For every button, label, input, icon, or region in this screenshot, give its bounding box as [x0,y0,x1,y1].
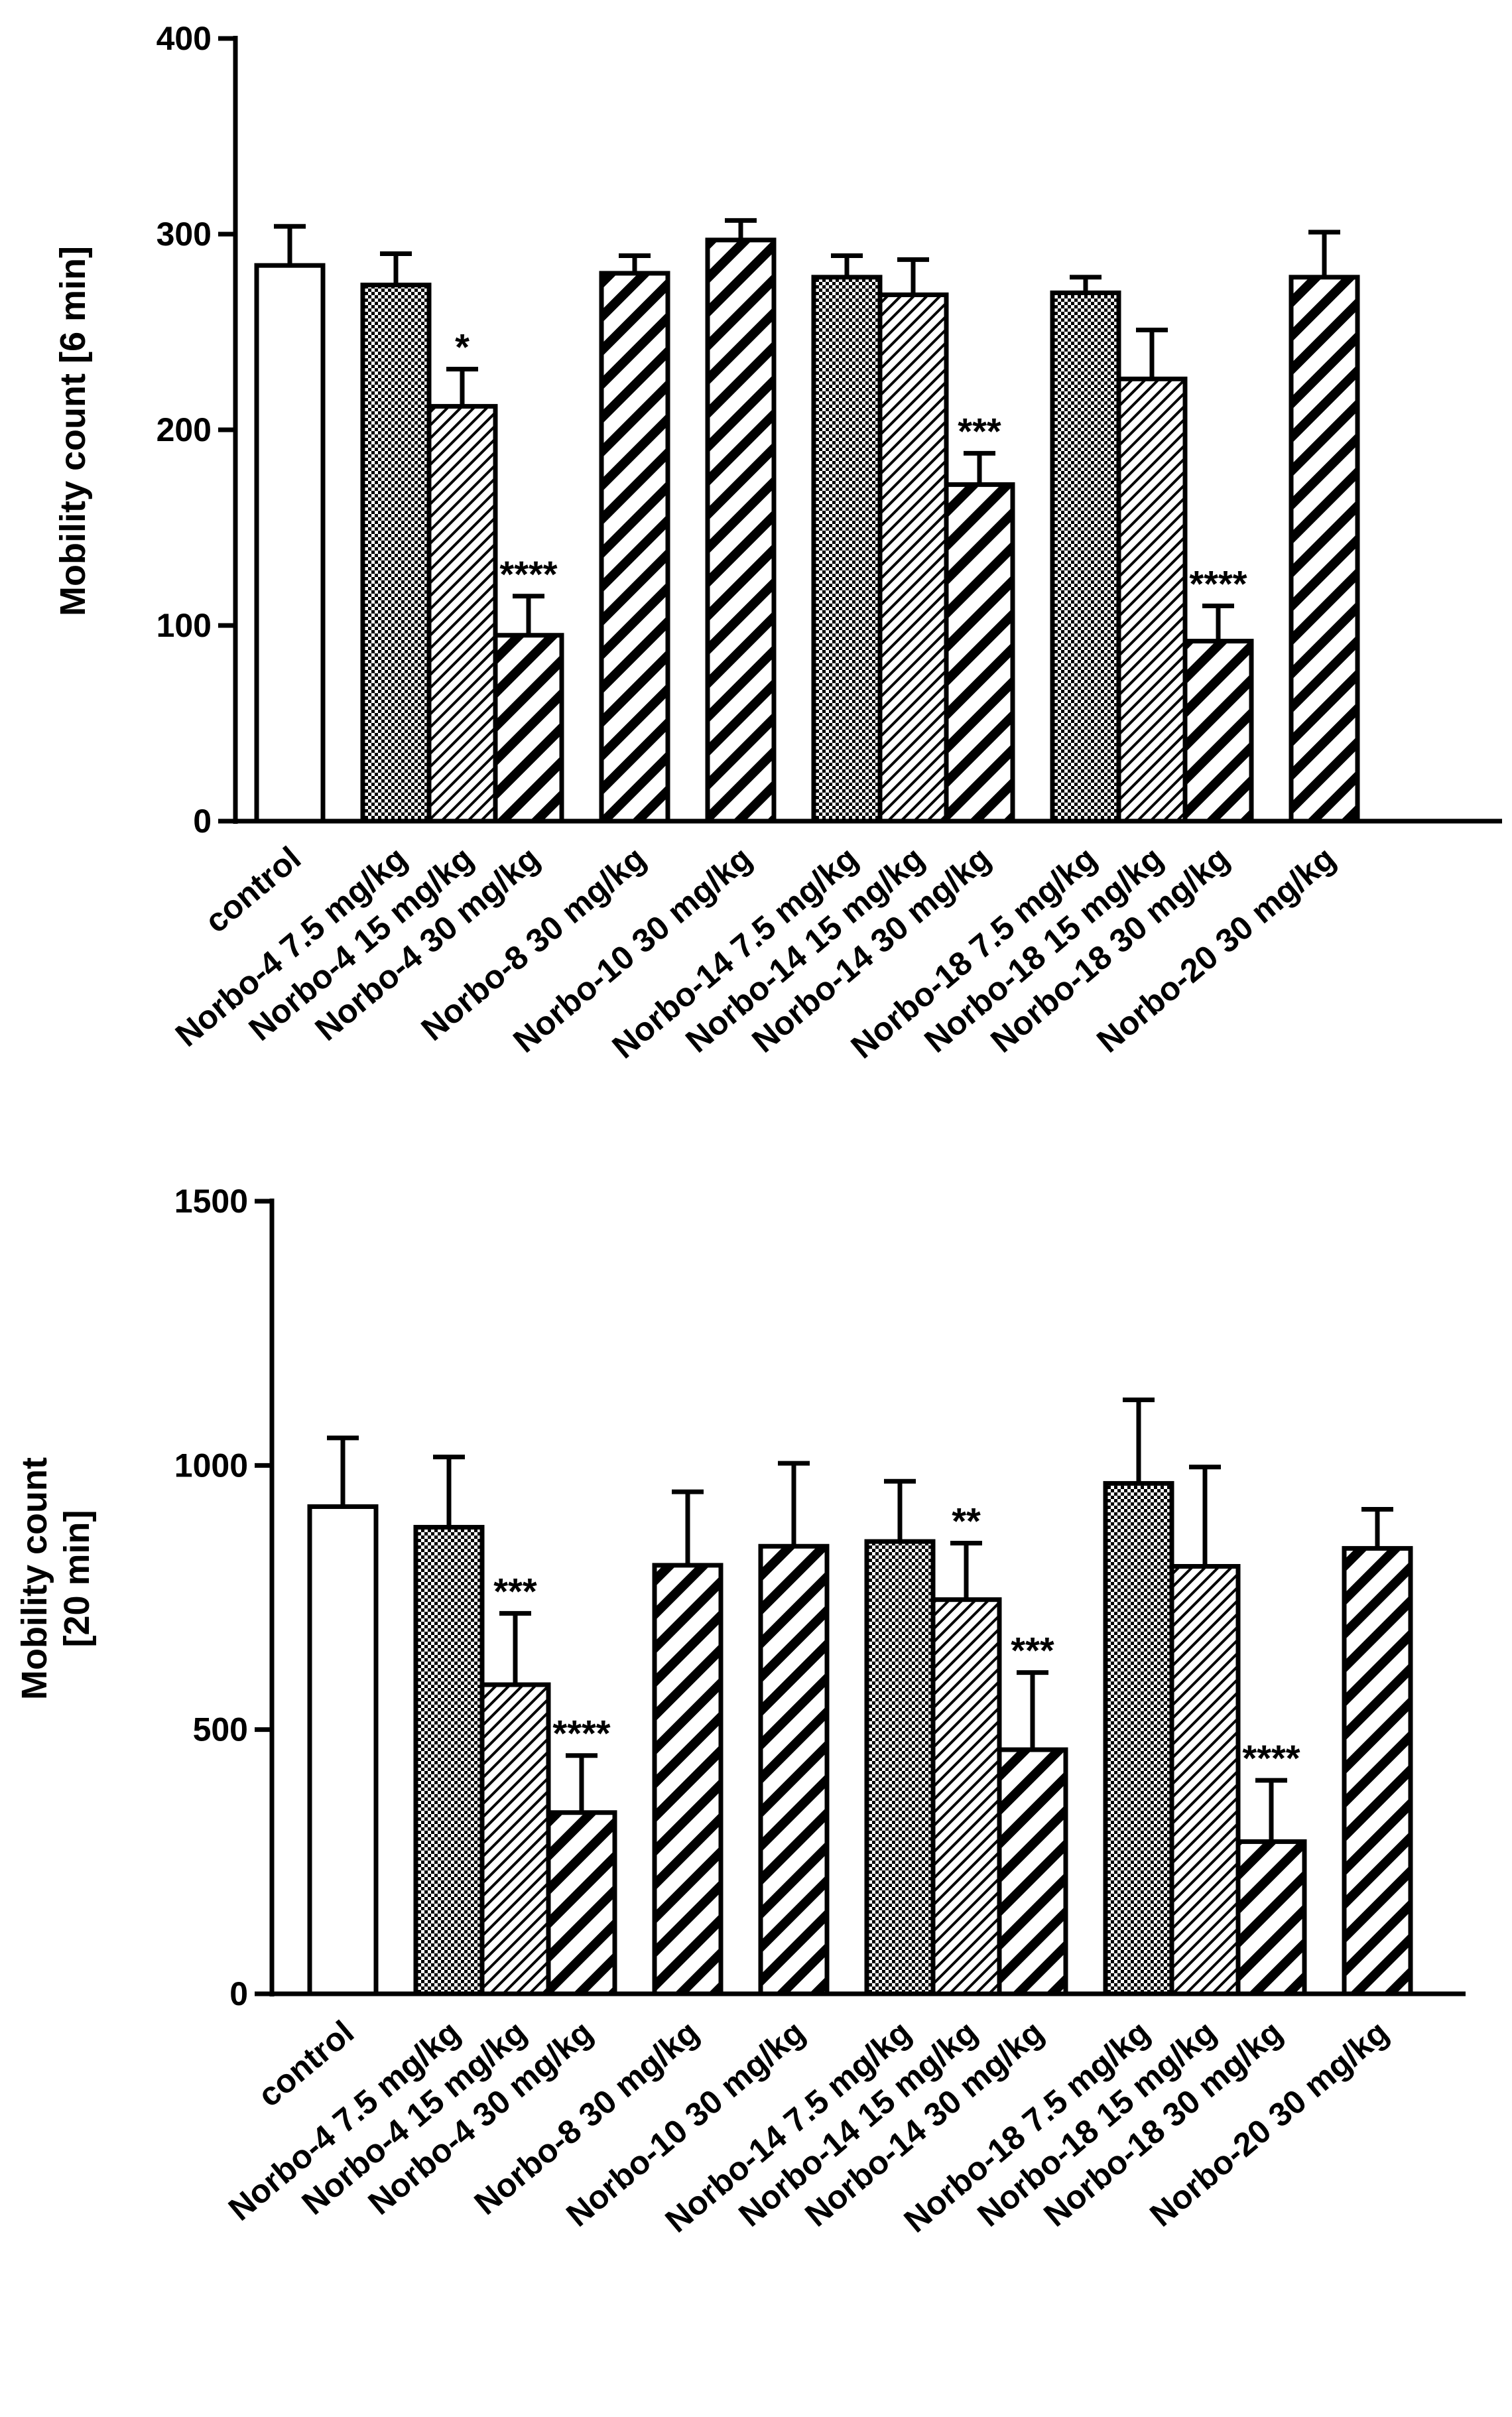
significance-label: *** [1011,1630,1054,1671]
bar-11 [1116,376,1188,824]
significance-label: **** [499,553,557,595]
bar-8 [930,1597,1002,1996]
y-tick-label: 200 [157,411,212,448]
y-tick-label: 300 [157,216,212,253]
bar-3 [426,404,498,824]
bar-1 [254,263,326,824]
significance-label: *** [958,410,1001,452]
bar-12 [1182,639,1254,824]
bar-13 [1289,275,1360,824]
bar-2 [360,283,432,824]
y-tick-label: 1000 [174,1447,248,1484]
bar-13 [1342,1545,1413,1996]
mobility-20min-chart: ****************050010001500controlNorbo… [15,1183,1466,2240]
bar-10 [1103,1480,1174,1996]
bar-7 [811,275,883,824]
bar-9 [944,482,1015,824]
bar-6 [705,237,777,824]
y-axis-label-line: Mobility count [15,1457,54,1700]
bar-8 [877,292,949,824]
bar-7 [864,1539,936,1996]
significance-label: **** [552,1713,610,1754]
bar-3 [479,1682,551,1996]
bar-5 [599,271,670,824]
y-tick-label: 0 [193,803,212,840]
bar-9 [997,1747,1068,1996]
significance-label: *** [493,1570,537,1612]
mobility-6min-chart: ************0100200300400controlNorbo-4 … [53,20,1502,1066]
bar-1 [307,1504,379,1996]
bar-6 [758,1543,830,1996]
significance-label: **** [1242,1737,1300,1779]
bar-2 [413,1525,485,1996]
bar-5 [652,1563,724,1996]
significance-label: ** [952,1500,981,1541]
y-tick-label: 1500 [174,1183,248,1220]
bar-4 [546,1810,617,1996]
bar-4 [493,633,564,824]
bar-10 [1050,291,1121,824]
y-axis-label: Mobility count[20 min] [15,1457,97,1700]
bar-12 [1235,1839,1307,1996]
y-tick-label: 500 [193,1711,248,1748]
y-tick-label: 100 [157,607,212,644]
y-tick-label: 400 [157,20,212,57]
y-axis-label: Mobility count [6 min] [53,246,93,616]
significance-label: **** [1189,563,1247,605]
bar-11 [1169,1563,1241,1996]
y-tick-label: 0 [229,1975,248,2012]
significance-label: * [455,326,470,368]
y-axis-label-line: [20 min] [57,1510,97,1647]
